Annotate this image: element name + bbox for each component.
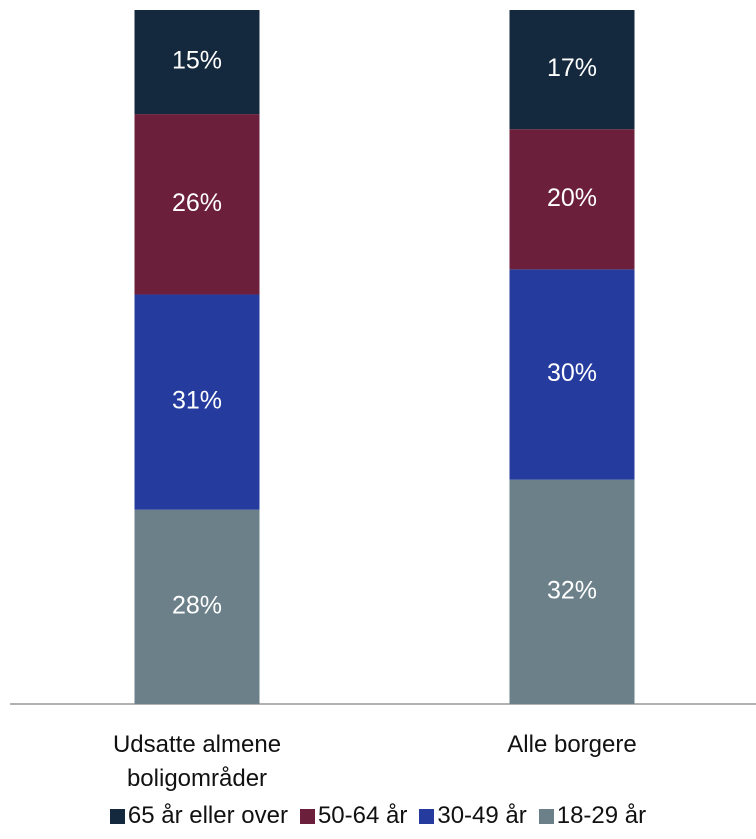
bar-segment bbox=[134, 114, 260, 295]
legend-item: 30-49 år bbox=[419, 802, 527, 830]
legend-item: 65 år eller over bbox=[109, 802, 288, 830]
legend-label: 50-64 år bbox=[317, 802, 408, 829]
value-label: 26% bbox=[172, 189, 222, 217]
x-tick-label: Udsatte almene boligområder bbox=[112, 731, 282, 792]
legend-label: 18-29 år bbox=[556, 802, 647, 829]
bar-segment bbox=[509, 269, 635, 480]
bar-segment bbox=[509, 129, 635, 270]
value-label: 15% bbox=[172, 47, 222, 75]
legend-swatch bbox=[109, 808, 125, 824]
value-label: 32% bbox=[547, 576, 597, 604]
legend: 65 år eller over 50-64 år 30-49 år 18-29 år bbox=[0, 802, 756, 830]
plot: 28% 31% 26% 15% 32% 30% 20% 17% bbox=[10, 10, 756, 705]
legend-item: 50-64 år bbox=[299, 802, 408, 830]
x-tick-label: Alle borgere bbox=[507, 731, 637, 758]
bar-segment bbox=[134, 509, 260, 704]
bar-segment bbox=[134, 294, 260, 510]
value-label: 28% bbox=[172, 591, 222, 619]
value-label: 30% bbox=[547, 359, 597, 387]
legend-swatch bbox=[419, 808, 435, 824]
legend-item: 18-29 år bbox=[538, 802, 647, 830]
legend-swatch bbox=[538, 808, 554, 824]
value-label: 20% bbox=[547, 184, 597, 212]
legend-swatch bbox=[299, 808, 315, 824]
value-label: 17% bbox=[547, 54, 597, 82]
value-label: 31% bbox=[172, 387, 222, 415]
bar-segment bbox=[509, 479, 635, 704]
bar-segment bbox=[509, 10, 635, 130]
legend-label: 65 år eller over bbox=[127, 802, 288, 829]
bar-segment bbox=[134, 10, 260, 115]
legend-label: 30-49 år bbox=[437, 802, 527, 829]
